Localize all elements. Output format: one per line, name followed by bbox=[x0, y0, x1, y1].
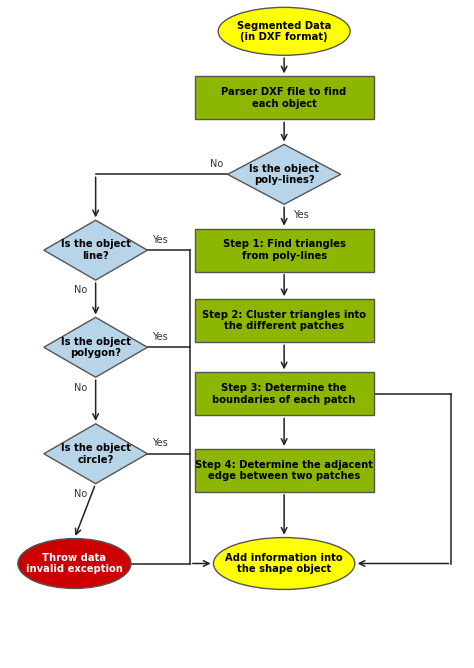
Polygon shape bbox=[44, 424, 147, 484]
Text: Yes: Yes bbox=[152, 438, 168, 448]
Polygon shape bbox=[44, 317, 147, 377]
Text: Is the object
circle?: Is the object circle? bbox=[61, 443, 131, 464]
Text: Parser DXF file to find
each object: Parser DXF file to find each object bbox=[221, 87, 347, 109]
Polygon shape bbox=[228, 144, 341, 204]
Text: Is the object
line?: Is the object line? bbox=[61, 239, 131, 261]
Ellipse shape bbox=[213, 538, 355, 589]
Text: Yes: Yes bbox=[292, 210, 309, 220]
Text: Step 4: Determine the adjacent
edge between two patches: Step 4: Determine the adjacent edge betw… bbox=[195, 460, 373, 481]
Text: Step 3: Determine the
boundaries of each patch: Step 3: Determine the boundaries of each… bbox=[212, 383, 356, 405]
Text: Step 2: Cluster triangles into
the different patches: Step 2: Cluster triangles into the diffe… bbox=[202, 310, 366, 331]
Text: Add information into
the shape object: Add information into the shape object bbox=[225, 552, 343, 574]
Text: Is the object
poly-lines?: Is the object poly-lines? bbox=[249, 164, 319, 185]
FancyBboxPatch shape bbox=[195, 76, 374, 120]
Text: Is the object
polygon?: Is the object polygon? bbox=[61, 337, 131, 358]
FancyBboxPatch shape bbox=[195, 372, 374, 415]
Text: Segmented Data
(in DXF format): Segmented Data (in DXF format) bbox=[237, 21, 331, 42]
FancyBboxPatch shape bbox=[195, 299, 374, 342]
Text: No: No bbox=[74, 285, 87, 295]
Text: Step 1: Find triangles
from poly-lines: Step 1: Find triangles from poly-lines bbox=[223, 239, 346, 261]
FancyBboxPatch shape bbox=[195, 228, 374, 272]
Ellipse shape bbox=[218, 7, 350, 55]
FancyBboxPatch shape bbox=[195, 449, 374, 492]
Text: No: No bbox=[210, 159, 223, 169]
Text: No: No bbox=[74, 489, 87, 499]
Text: Yes: Yes bbox=[152, 235, 168, 245]
Ellipse shape bbox=[18, 538, 131, 589]
Text: No: No bbox=[74, 383, 87, 393]
Text: Throw data
invalid exception: Throw data invalid exception bbox=[26, 552, 123, 574]
Text: Yes: Yes bbox=[152, 332, 168, 342]
Polygon shape bbox=[44, 220, 147, 280]
